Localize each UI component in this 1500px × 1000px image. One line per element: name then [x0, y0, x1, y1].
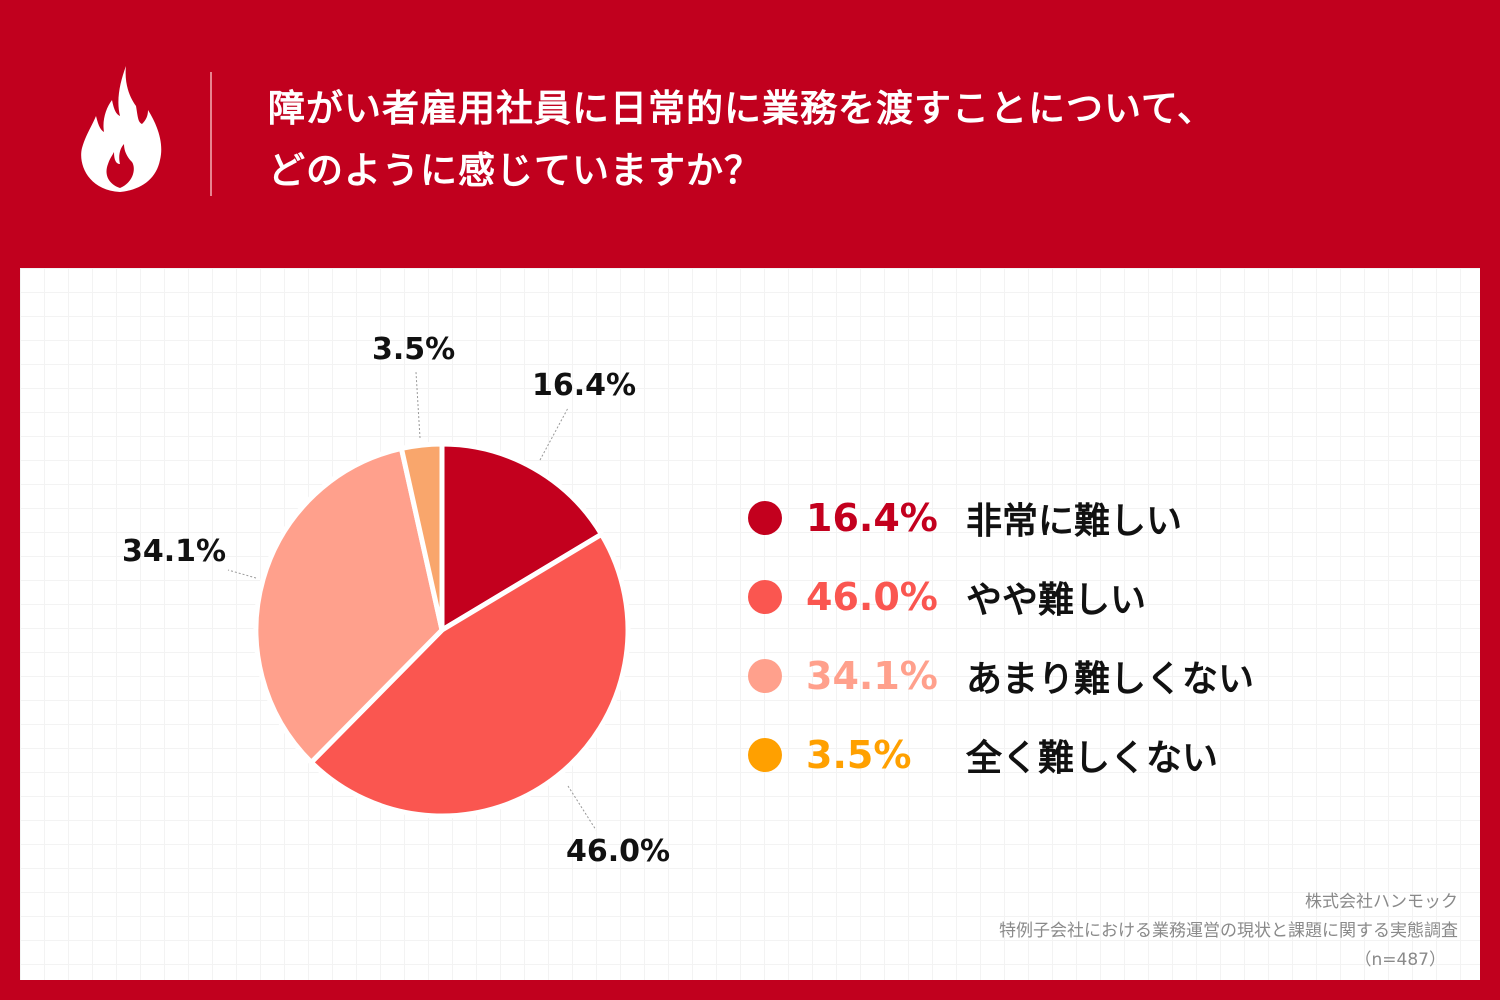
data-label-1: 46.0%	[566, 834, 671, 869]
legend-dot	[748, 500, 782, 535]
title-line-1: 障がい者雇用社員に日常的に業務を渡すことについて、	[268, 87, 1216, 130]
pie-slice-0	[439, 441, 605, 635]
legend-label: あまり難しくない	[966, 658, 1255, 700]
sample-size: （n=487）	[1354, 950, 1446, 970]
pie-slice-2	[253, 445, 445, 766]
legend-percent: 16.4%	[806, 495, 938, 540]
chart-panel	[20, 268, 1480, 980]
legend-dot	[748, 579, 782, 614]
legend: 16.4% 非常に難しい 46.0% やや難しい 34.1% あまり難しくない …	[748, 478, 1254, 794]
header-divider	[210, 72, 212, 196]
pie-slice-3	[398, 441, 445, 631]
legend-item: 16.4% 非常に難しい	[748, 478, 1254, 557]
data-label-2: 34.1%	[122, 534, 227, 569]
legend-percent: 46.0%	[806, 574, 938, 619]
leader-line-1	[567, 785, 597, 831]
legend-label: 非常に難しい	[966, 500, 1183, 542]
pie-slice-1	[307, 530, 631, 819]
legend-dot	[748, 737, 782, 772]
source-company: 株式会社ハンモック	[1305, 892, 1458, 912]
legend-percent: 34.1%	[806, 653, 938, 698]
leader-line-0	[539, 407, 569, 461]
page-title: 障がい者雇用社員に日常的に業務を渡すことについて、 どのように感じていますか？	[268, 78, 1215, 202]
title-line-2: どのように感じていますか？	[268, 149, 762, 192]
legend-item: 3.5% 全く難しくない	[748, 715, 1254, 794]
data-label-0: 16.4%	[532, 368, 637, 403]
legend-percent: 3.5%	[806, 732, 912, 777]
legend-dot	[748, 658, 782, 693]
leader-line-2	[227, 569, 257, 579]
source-survey: 特例子会社における業務運営の現状と課題に関する実態調査	[999, 921, 1458, 941]
legend-label: 全く難しくない	[966, 737, 1219, 779]
source-note: 株式会社ハンモック 特例子会社における業務運営の現状と課題に関する実態調査 （n…	[999, 888, 1458, 975]
flame-icon	[81, 66, 162, 192]
data-label-3: 3.5%	[372, 332, 456, 367]
legend-label: やや難しい	[966, 579, 1147, 621]
legend-item: 46.0% やや難しい	[748, 557, 1254, 636]
leader-line-3	[415, 371, 421, 439]
legend-item: 34.1% あまり難しくない	[748, 636, 1254, 715]
